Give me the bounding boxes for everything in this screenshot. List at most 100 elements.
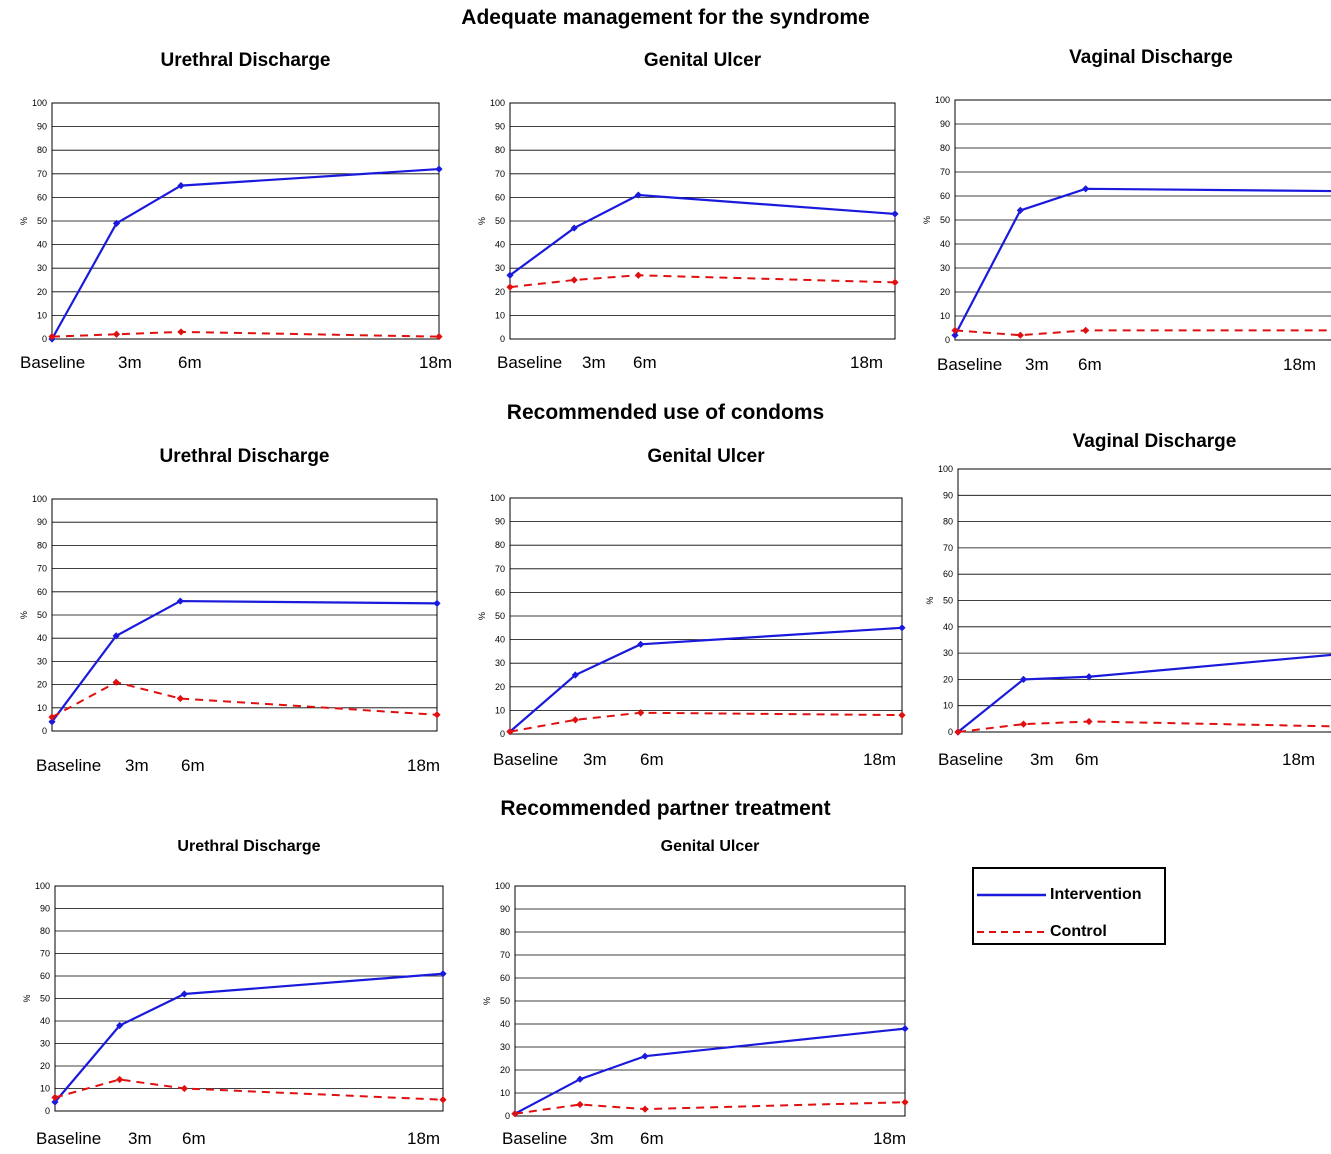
series-line-control <box>509 711 903 733</box>
chart-4: Urethral Discharge 0 10 20 30 40 50 60 70 80 90 100… <box>10 440 457 781</box>
y-tick-label: 40 <box>500 1019 510 1029</box>
section-title-partner: Recommended partner treatment <box>500 797 831 820</box>
y-tick-label: 80 <box>940 143 950 153</box>
plot-frame <box>54 885 444 1112</box>
y-tick-label: 50 <box>500 996 510 1006</box>
point-intervention <box>177 182 185 190</box>
y-tick-label: 20 <box>37 287 47 297</box>
y-tick-label: 30 <box>500 1042 510 1052</box>
x-tick-label: 18m <box>863 750 896 769</box>
section-title-condoms: Recommended use of condoms <box>506 401 825 424</box>
y-tick-label: 70 <box>500 950 510 960</box>
point-intervention <box>433 599 441 607</box>
y-tick-label: 100 <box>935 95 950 105</box>
chart-title: Urethral Discharge <box>159 446 330 467</box>
y-tick-label: 100 <box>32 494 47 504</box>
point-control <box>641 1105 649 1113</box>
x-tick-label: 6m <box>633 353 657 372</box>
x-tick-label: Baseline <box>493 750 558 769</box>
y-tick-label: 70 <box>37 564 47 574</box>
x-tick-label: Baseline <box>937 355 1002 374</box>
legend-label-control: Control <box>1050 923 1107 940</box>
y-tick-label: 50 <box>940 215 950 225</box>
y-tick-label: 70 <box>495 169 505 179</box>
y-tick-label: 10 <box>37 703 47 713</box>
y-tick-label: 0 <box>42 334 47 344</box>
point-control <box>177 328 185 336</box>
legend-swatches <box>977 893 1046 933</box>
y-tick-label: 0 <box>42 726 47 736</box>
point-control <box>433 711 441 719</box>
y-tick-label: 20 <box>495 287 505 297</box>
point-intervention <box>180 990 188 998</box>
x-tick-label: 6m <box>178 353 202 372</box>
y-tick-label: 40 <box>495 635 505 645</box>
y-tick-label: 10 <box>37 310 47 320</box>
y-tick-label: 80 <box>37 540 47 550</box>
y-tick-label: 10 <box>40 1084 50 1094</box>
point-control <box>511 1110 519 1118</box>
series-line-intervention <box>514 1027 906 1115</box>
series-line-intervention <box>51 167 440 340</box>
y-tick-label: 0 <box>948 727 953 737</box>
y-tick-label: 90 <box>37 517 47 527</box>
y-tick-label: 80 <box>495 145 505 155</box>
y-tick-label: 80 <box>500 927 510 937</box>
y-tick-label: 30 <box>40 1039 50 1049</box>
series-line-control <box>957 720 1331 733</box>
chart-plot: 0 10 20 30 40 50 60 70 80 90 100% Baseline 3m 6m 18m <box>925 464 1331 769</box>
y-tick-label: 40 <box>37 633 47 643</box>
y-tick-label: 50 <box>495 611 505 621</box>
y-tick-label: 100 <box>490 493 505 503</box>
point-control <box>570 276 578 284</box>
x-tick-label: 3m <box>125 756 149 775</box>
y-tick-label: 90 <box>500 904 510 914</box>
point-control <box>439 1096 447 1104</box>
y-tick-label: 0 <box>500 729 505 739</box>
y-tick-label: 100 <box>490 98 505 108</box>
y-tick-label: 50 <box>943 596 953 606</box>
chart-title: Urethral Discharge <box>160 50 331 71</box>
y-tick-label: 0 <box>45 1106 50 1116</box>
y-tick-label: 100 <box>35 881 50 891</box>
y-tick-label: 40 <box>40 1016 50 1026</box>
point-control <box>954 728 962 736</box>
y-tick-label: 90 <box>495 122 505 132</box>
plot-frame <box>509 102 896 340</box>
point-control <box>891 278 899 286</box>
series-line-control <box>509 274 896 289</box>
y-tick-label: 80 <box>943 517 953 527</box>
series-line-intervention <box>51 599 438 723</box>
x-tick-label: 3m <box>582 353 606 372</box>
y-tick-label: 100 <box>32 98 47 108</box>
point-control <box>1019 720 1028 728</box>
y-axis-label: % <box>922 216 932 224</box>
y-tick-label: 10 <box>500 1088 510 1098</box>
legend-label-intervention: Intervention <box>1050 886 1142 903</box>
x-tick-label: 18m <box>419 353 452 372</box>
x-tick-label: 18m <box>1283 355 1316 374</box>
y-tick-label: 60 <box>40 971 50 981</box>
point-intervention <box>439 970 447 978</box>
plot-frame <box>954 99 1331 341</box>
y-tick-label: 60 <box>495 587 505 597</box>
y-tick-label: 90 <box>40 904 50 914</box>
x-tick-label: Baseline <box>36 756 101 775</box>
x-tick-label: 6m <box>640 1129 664 1148</box>
y-tick-label: 90 <box>37 122 47 132</box>
chart-2: Genital Ulcer 0 10 20 30 40 50 60 70 80 90 100% Base… <box>477 44 915 378</box>
chart-title: Vaginal Discharge <box>1072 431 1237 452</box>
y-tick-label: 90 <box>943 490 953 500</box>
point-intervention <box>435 165 443 173</box>
y-axis-label: % <box>482 997 492 1005</box>
point-control <box>951 326 959 334</box>
x-tick-label: 18m <box>1282 750 1315 769</box>
y-tick-label: 50 <box>40 994 50 1004</box>
x-tick-label: 6m <box>1075 750 1099 769</box>
y-tick-label: 70 <box>940 167 950 177</box>
plot-frame <box>51 498 438 732</box>
y-tick-label: 30 <box>37 656 47 666</box>
chart-plot: 0 10 20 30 40 50 60 70 80 90 100% Baseline 3m 6m 18m <box>477 493 906 769</box>
x-tick-label: 6m <box>1078 355 1102 374</box>
x-tick-label: Baseline <box>36 1129 101 1148</box>
